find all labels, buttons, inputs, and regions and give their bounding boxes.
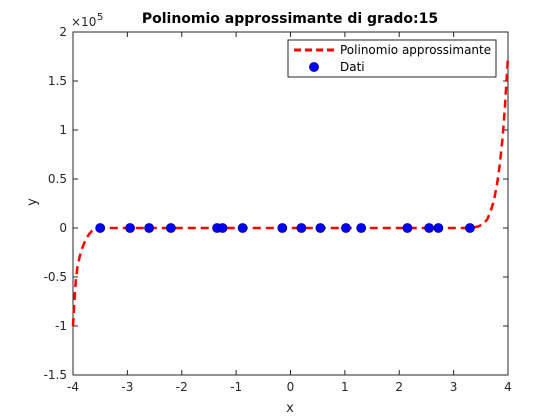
y-tick-label: -1.5 [44,368,67,382]
x-tick-label: -1 [230,380,242,394]
data-point [341,223,351,233]
x-axis-label: x [286,401,294,416]
y-tick-label: 1.5 [48,74,67,88]
legend-box [287,39,497,78]
y-tick-label: -0.5 [44,270,67,284]
x-tick-label: -2 [176,380,188,394]
data-point [217,223,228,233]
y-exponent-power: 5 [97,12,103,23]
series-layer [71,56,510,327]
axes-box [72,31,509,376]
y-tick-label: 0.5 [48,172,67,186]
x-tick-label: 0 [287,380,295,394]
data-point [424,223,435,233]
y-axis-ticks: -1.5 -1 -0.5 0 0.5 1 1.5 2 [44,25,508,382]
y-tick-label: 2 [59,25,67,39]
plot-area: -4 -3 -2 -1 0 1 2 3 4 -1.5 -1 -0.5 0 0.5 1 1.5 2 [44,25,512,394]
data-point [433,223,444,233]
data-point [315,223,326,233]
data-point [95,223,106,233]
data-point [402,223,413,233]
series-polinomio-line [71,56,510,327]
data-point [125,223,135,233]
x-tick-label: 3 [450,380,458,394]
data-point [277,223,288,233]
legend-entry-polinomio: Polinomio approssimante [340,43,491,57]
data-point [165,223,176,233]
y-exponent-label: ×10 5 [71,12,103,29]
data-point [465,223,475,233]
data-point [144,223,155,233]
data-point [356,223,367,233]
legend-entry-dati: Dati [340,60,365,74]
x-tick-label: 1 [341,380,349,394]
data-point [237,223,248,233]
y-exponent-base: ×10 [71,15,96,29]
chart-title: Polinomio approssimante di grado:15 [142,11,438,27]
x-tick-label: -3 [121,380,133,394]
legend: Polinomio approssimante Dati [287,39,497,78]
data-point [296,223,307,233]
x-tick-label: 4 [504,380,512,394]
x-axis-ticks: -4 -3 -2 -1 0 1 2 3 4 [67,32,512,394]
x-tick-label: -4 [67,380,79,394]
y-tick-label: -1 [55,319,67,333]
legend-marker-swatch [309,62,319,72]
y-axis-label: y [25,198,40,206]
x-tick-label: 2 [395,380,403,394]
y-tick-label: 1 [59,123,67,137]
y-tick-label: 0 [59,221,67,235]
